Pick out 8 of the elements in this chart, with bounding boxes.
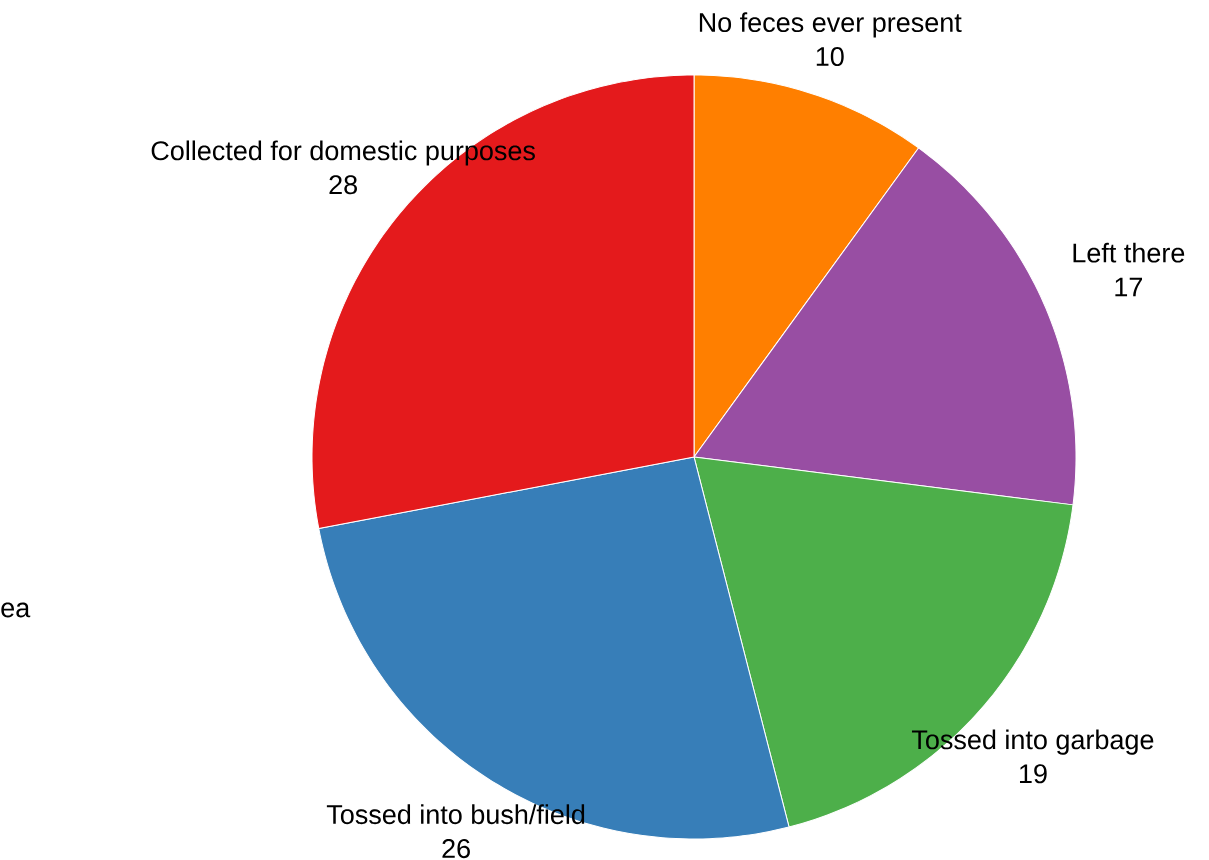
slice-label: No feces ever present xyxy=(699,12,962,38)
data-label: 10 xyxy=(816,46,844,67)
slice-label: Left there xyxy=(1073,242,1185,263)
data-label: 28 xyxy=(329,175,357,195)
data-label: 17 xyxy=(1115,277,1143,297)
data-label: 26 xyxy=(442,838,470,859)
text: ea xyxy=(1,602,31,618)
data-label: 19 xyxy=(1019,764,1047,784)
